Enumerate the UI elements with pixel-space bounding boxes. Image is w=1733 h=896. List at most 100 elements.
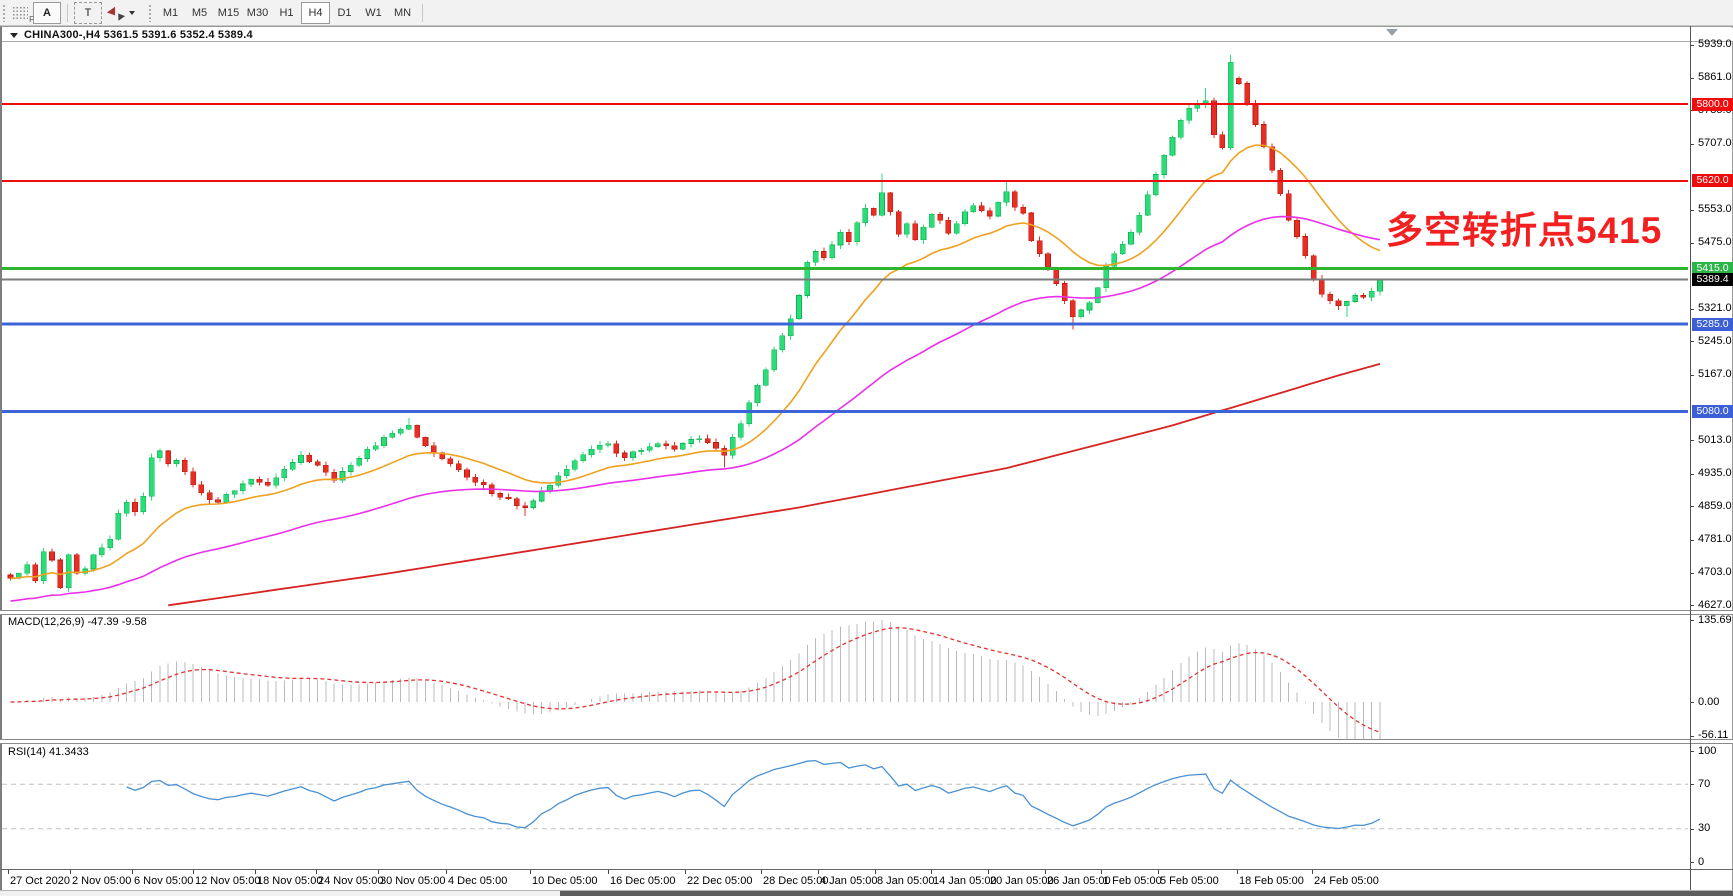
chart-title-bar: CHINA300-,H4 5361.5 5391.6 5352.4 5389.4 bbox=[2, 28, 1733, 42]
pane-splitter-rsi[interactable] bbox=[0, 739, 1733, 744]
timeframe-button-m15[interactable]: M15 bbox=[217, 6, 240, 19]
chevron-down-icon bbox=[129, 10, 135, 15]
timeframe-button-mn[interactable]: MN bbox=[393, 6, 412, 19]
chart-expand-icon[interactable] bbox=[10, 32, 18, 38]
time-tick-label: 2 Nov 05:00 bbox=[72, 875, 132, 887]
price-tick-label: 5707.0 bbox=[1698, 137, 1732, 150]
macd-label: MACD(12,26,9) -47.39 -9.58 bbox=[8, 616, 147, 628]
time-tick bbox=[132, 870, 133, 874]
time-tick-label: 1 Feb 05:00 bbox=[1103, 875, 1162, 887]
rsi-tick-label: 30 bbox=[1698, 822, 1711, 835]
time-tick-label: 18 Nov 05:00 bbox=[257, 875, 323, 887]
price-tick bbox=[1690, 572, 1694, 574]
rsi-tick-label: 100 bbox=[1698, 744, 1717, 757]
time-tick bbox=[608, 870, 609, 874]
time-tick bbox=[761, 870, 762, 874]
price-tick-label: 5321.0 bbox=[1698, 302, 1732, 315]
price-tick bbox=[1690, 374, 1694, 376]
toolbar-separator bbox=[67, 3, 68, 22]
time-tick-label: 18 Feb 05:00 bbox=[1239, 875, 1304, 887]
price-tick bbox=[1690, 605, 1694, 607]
price-badge: 5415.0 bbox=[1692, 262, 1733, 276]
annotation-text[interactable]: 多空转折点5415 bbox=[1386, 210, 1663, 251]
time-tick-label: 16 Dec 05:00 bbox=[610, 875, 676, 887]
time-tick-label: 10 Dec 05:00 bbox=[532, 875, 598, 887]
price-tick-label: 5167.0 bbox=[1698, 368, 1732, 381]
cursor-a-button[interactable]: A bbox=[33, 1, 61, 24]
price-badge: 5620.0 bbox=[1692, 174, 1733, 188]
time-tick bbox=[70, 870, 71, 874]
time-tick bbox=[1101, 870, 1102, 874]
scrollbar-thumb[interactable] bbox=[560, 891, 1733, 896]
rsi-tick bbox=[1690, 862, 1694, 863]
toolbar-grip bbox=[2, 3, 7, 22]
time-tick-label: 27 Oct 2020 bbox=[10, 875, 70, 887]
rsi-label: RSI(14) 41.3433 bbox=[8, 746, 89, 758]
price-tick-label: 5475.0 bbox=[1698, 236, 1732, 249]
price-tick bbox=[1690, 506, 1694, 508]
rsi-tick-label: 0 bbox=[1698, 855, 1705, 868]
chart-title: CHINA300-,H4 5361.5 5391.6 5352.4 5389.4 bbox=[24, 28, 253, 41]
toolbar-separator bbox=[422, 3, 423, 22]
price-tick bbox=[1690, 143, 1694, 145]
price-tick-label: 4703.0 bbox=[1698, 566, 1732, 579]
price-badge: 5285.0 bbox=[1692, 317, 1733, 331]
timeframe-button-h1[interactable]: H1 bbox=[279, 6, 294, 19]
price-tick bbox=[1690, 308, 1694, 310]
toolbar: F A T M1 M5 M15 M30 H1 H4 D1 W1 MN bbox=[0, 0, 1733, 26]
time-tick-label: 14 Jan 05:00 bbox=[933, 875, 997, 887]
macd-tick bbox=[1690, 735, 1694, 737]
macd-tick-label: -56.11 bbox=[1698, 729, 1729, 742]
timeframe-button-m30[interactable]: M30 bbox=[246, 6, 269, 19]
time-axis-separator bbox=[0, 869, 1733, 870]
timeframe-bar: M1 M5 M15 M30 H1 H4 D1 W1 MN bbox=[156, 1, 417, 24]
time-tick-label: 20 Jan 05:00 bbox=[990, 875, 1054, 887]
time-tick bbox=[446, 870, 447, 874]
time-tick-label: 5 Feb 05:00 bbox=[1160, 875, 1219, 887]
time-tick-label: 12 Nov 05:00 bbox=[195, 875, 261, 887]
time-tick-label: 30 Nov 05:00 bbox=[380, 875, 446, 887]
price-tick-label: 5861.0 bbox=[1698, 71, 1732, 84]
price-badge: 5800.0 bbox=[1692, 97, 1733, 111]
time-tick bbox=[1312, 870, 1313, 874]
time-tick-label: 8 Jan 05:00 bbox=[877, 875, 935, 887]
macd-tick-label: 0.00 bbox=[1698, 695, 1720, 708]
time-tick-label: 24 Nov 05:00 bbox=[318, 875, 384, 887]
price-tick-label: 4859.0 bbox=[1698, 499, 1732, 512]
timeframe-button-w1[interactable]: W1 bbox=[365, 6, 382, 19]
price-axis-border bbox=[1690, 26, 1691, 890]
macd-tick bbox=[1690, 620, 1694, 622]
price-tick-label: 4781.0 bbox=[1698, 533, 1732, 546]
price-tick-label: 5553.0 bbox=[1698, 203, 1732, 216]
time-tick-label: 26 Jan 05:00 bbox=[1047, 875, 1111, 887]
time-tick-label: 4 Dec 05:00 bbox=[448, 875, 508, 887]
time-tick bbox=[931, 870, 932, 874]
price-tick-label: 5013.0 bbox=[1698, 433, 1732, 446]
time-tick bbox=[1045, 870, 1046, 874]
timeframe-button-m5[interactable]: M5 bbox=[191, 6, 208, 19]
price-tick bbox=[1690, 440, 1694, 442]
timeframe-button-d1[interactable]: D1 bbox=[337, 6, 352, 19]
time-tick bbox=[530, 870, 531, 874]
pane-splitter-macd[interactable] bbox=[0, 610, 1733, 615]
grid-f-icon[interactable]: F bbox=[12, 5, 34, 24]
timeframe-button-h4[interactable]: H4 bbox=[301, 1, 330, 24]
price-tick-label: 4627.0 bbox=[1698, 598, 1732, 611]
price-tick bbox=[1690, 341, 1694, 343]
time-tick bbox=[988, 870, 989, 874]
price-tick bbox=[1690, 209, 1694, 211]
price-tick bbox=[1690, 77, 1694, 79]
price-tick-label: 5245.0 bbox=[1698, 334, 1732, 347]
time-tick bbox=[378, 870, 379, 874]
price-tick bbox=[1690, 539, 1694, 541]
timeframe-button-m1[interactable]: M1 bbox=[162, 6, 179, 19]
text-tool-button[interactable]: T bbox=[74, 1, 102, 24]
arrow-objects-dropdown[interactable] bbox=[104, 2, 139, 24]
time-tick bbox=[255, 870, 256, 874]
price-tick bbox=[1690, 44, 1694, 46]
chart-window[interactable]: CHINA300-,H4 5361.5 5391.6 5352.4 5389.4 bbox=[0, 26, 1733, 896]
chart-shift-marker-icon[interactable] bbox=[1386, 29, 1398, 36]
price-badge: 5080.0 bbox=[1692, 405, 1733, 419]
price-badge: 5389.4 bbox=[1692, 272, 1733, 286]
